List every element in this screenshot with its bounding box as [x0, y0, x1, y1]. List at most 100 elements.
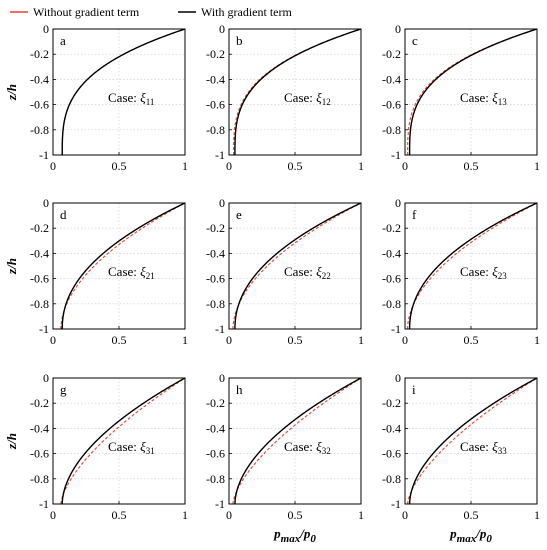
legend-label-without-gradient: Without gradient term — [33, 5, 140, 19]
y-tick-label: -0.2 — [382, 47, 401, 61]
case-label: Case: ξ21 — [108, 264, 155, 281]
case-text: Case: — [108, 264, 140, 279]
y-tick-label: -0.6 — [382, 98, 401, 112]
case-subscript: 11 — [146, 97, 155, 107]
series-with-gradient — [408, 202, 538, 329]
case-symbol: ξ — [316, 264, 322, 279]
series-with-gradient — [408, 377, 538, 505]
x-tick-label: 0.5 — [288, 333, 303, 347]
y-tick-label: -1 — [39, 497, 49, 511]
y-tick-label: 0 — [395, 371, 401, 385]
x-tick-label: 1 — [182, 333, 188, 347]
y-tick-label: -0.8 — [382, 297, 401, 311]
x-tick-label: 1 — [182, 508, 188, 522]
case-label: Case: ξ12 — [284, 90, 331, 107]
y-tick-label: -0.2 — [382, 221, 401, 235]
y-tick-label: -1 — [39, 148, 49, 162]
y-tick-label: -0.8 — [382, 472, 401, 486]
x-tick-label: 0 — [402, 333, 408, 347]
case-symbol: ξ — [140, 90, 146, 105]
case-text: Case: — [284, 90, 316, 105]
x-tick-label: 0.5 — [112, 333, 127, 347]
case-symbol: ξ — [492, 264, 498, 279]
y-tick-label: 0 — [43, 371, 49, 385]
y-tick-label: -0.8 — [382, 123, 401, 137]
y-tick-label: 0 — [219, 22, 225, 36]
series-with-gradient — [234, 28, 362, 155]
case-subscript: 21 — [146, 271, 155, 281]
y-tick-label: 0 — [219, 371, 225, 385]
y-tick-label: -0.2 — [206, 221, 225, 235]
panel-letter: c — [412, 33, 418, 48]
x-axis-label: pmax/p0 — [273, 526, 316, 545]
y-tick-label: -1 — [215, 497, 225, 511]
case-text: Case: — [284, 264, 316, 279]
case-symbol: ξ — [492, 439, 498, 454]
y-tick-label: -0.6 — [30, 447, 49, 461]
x-tick-label: 0.5 — [112, 159, 127, 173]
y-tick-label: -0.4 — [30, 421, 49, 435]
case-text: Case: — [460, 264, 492, 279]
y-tick-label: -0.4 — [382, 421, 401, 435]
series-without-gradient — [232, 377, 362, 505]
x-tick-label: 1 — [534, 333, 540, 347]
series-with-gradient — [61, 28, 186, 155]
y-tick-label: -0.4 — [206, 246, 225, 260]
x-label-p0: p — [303, 526, 311, 541]
x-label-sub-0: 0 — [310, 533, 316, 545]
legend: Without gradient term With gradient term — [10, 5, 292, 19]
y-tick-label: -0.8 — [30, 472, 49, 486]
x-tick-label: 1 — [534, 508, 540, 522]
case-subscript: 13 — [498, 97, 508, 107]
y-tick-label: -0.6 — [206, 98, 225, 112]
y-tick-label: -0.4 — [382, 246, 401, 260]
case-label: Case: ξ23 — [460, 264, 507, 281]
y-tick-label: 0 — [43, 196, 49, 210]
series-without-gradient — [60, 377, 186, 505]
panel-g: 0 0.5 1 0 -0.2 -0.4 -0.6 -0.8 -1 g Case: ξ31 z/h — [4, 371, 188, 522]
panel-letter: f — [412, 207, 417, 222]
series-with-gradient — [408, 28, 538, 155]
series-with-gradient — [61, 377, 186, 505]
x-tick-label: 0.5 — [288, 159, 303, 173]
y-tick-label: 0 — [395, 196, 401, 210]
x-label-sub-max: max — [281, 533, 301, 545]
panel-b: 0 0.5 1 0 -0.2 -0.4 -0.6 -0.8 -1 b Case: ξ12 — [206, 22, 364, 173]
x-tick-label: 0 — [50, 159, 56, 173]
y-tick-label: -0.8 — [206, 297, 225, 311]
x-tick-label: 0 — [402, 508, 408, 522]
x-tick-label: 0 — [402, 159, 408, 173]
case-subscript: 23 — [498, 271, 508, 281]
y-tick-label: -0.6 — [382, 272, 401, 286]
y-tick-label: -0.2 — [382, 396, 401, 410]
panel-letter: d — [60, 207, 67, 222]
legend-label-with-gradient: With gradient term — [201, 5, 292, 19]
x-axis-label: pmax/p0 — [449, 526, 492, 545]
x-tick-label: 0 — [50, 508, 56, 522]
case-text: Case: — [460, 90, 492, 105]
y-tick-label: -0.6 — [206, 447, 225, 461]
panel-letter: g — [60, 382, 67, 397]
x-label-p: p — [273, 526, 281, 541]
panel-d: 0 0.5 1 0 -0.2 -0.4 -0.6 -0.8 -1 d Case: ξ21 z/h — [4, 196, 188, 347]
x-tick-label: 1 — [358, 508, 364, 522]
panel-f: 0 0.5 1 0 -0.2 -0.4 -0.6 -0.8 -1 f Case: ξ23 — [382, 196, 540, 347]
y-tick-label: 0 — [395, 22, 401, 36]
y-tick-label: -0.6 — [30, 98, 49, 112]
series-without-gradient — [407, 28, 538, 155]
x-tick-label: 1 — [534, 159, 540, 173]
panel-letter: a — [60, 33, 66, 48]
x-label-sub-max: max — [457, 533, 477, 545]
y-tick-label: -0.2 — [206, 47, 225, 61]
case-symbol: ξ — [316, 90, 322, 105]
case-subscript: 32 — [322, 446, 331, 456]
series-with-gradient — [234, 377, 362, 505]
y-tick-label: -0.8 — [30, 123, 49, 137]
case-label: Case: ξ22 — [284, 264, 331, 281]
y-tick-label: -0.4 — [382, 72, 401, 86]
case-symbol: ξ — [140, 264, 146, 279]
case-label: Case: ξ32 — [284, 439, 331, 456]
x-tick-label: 0.5 — [464, 333, 479, 347]
